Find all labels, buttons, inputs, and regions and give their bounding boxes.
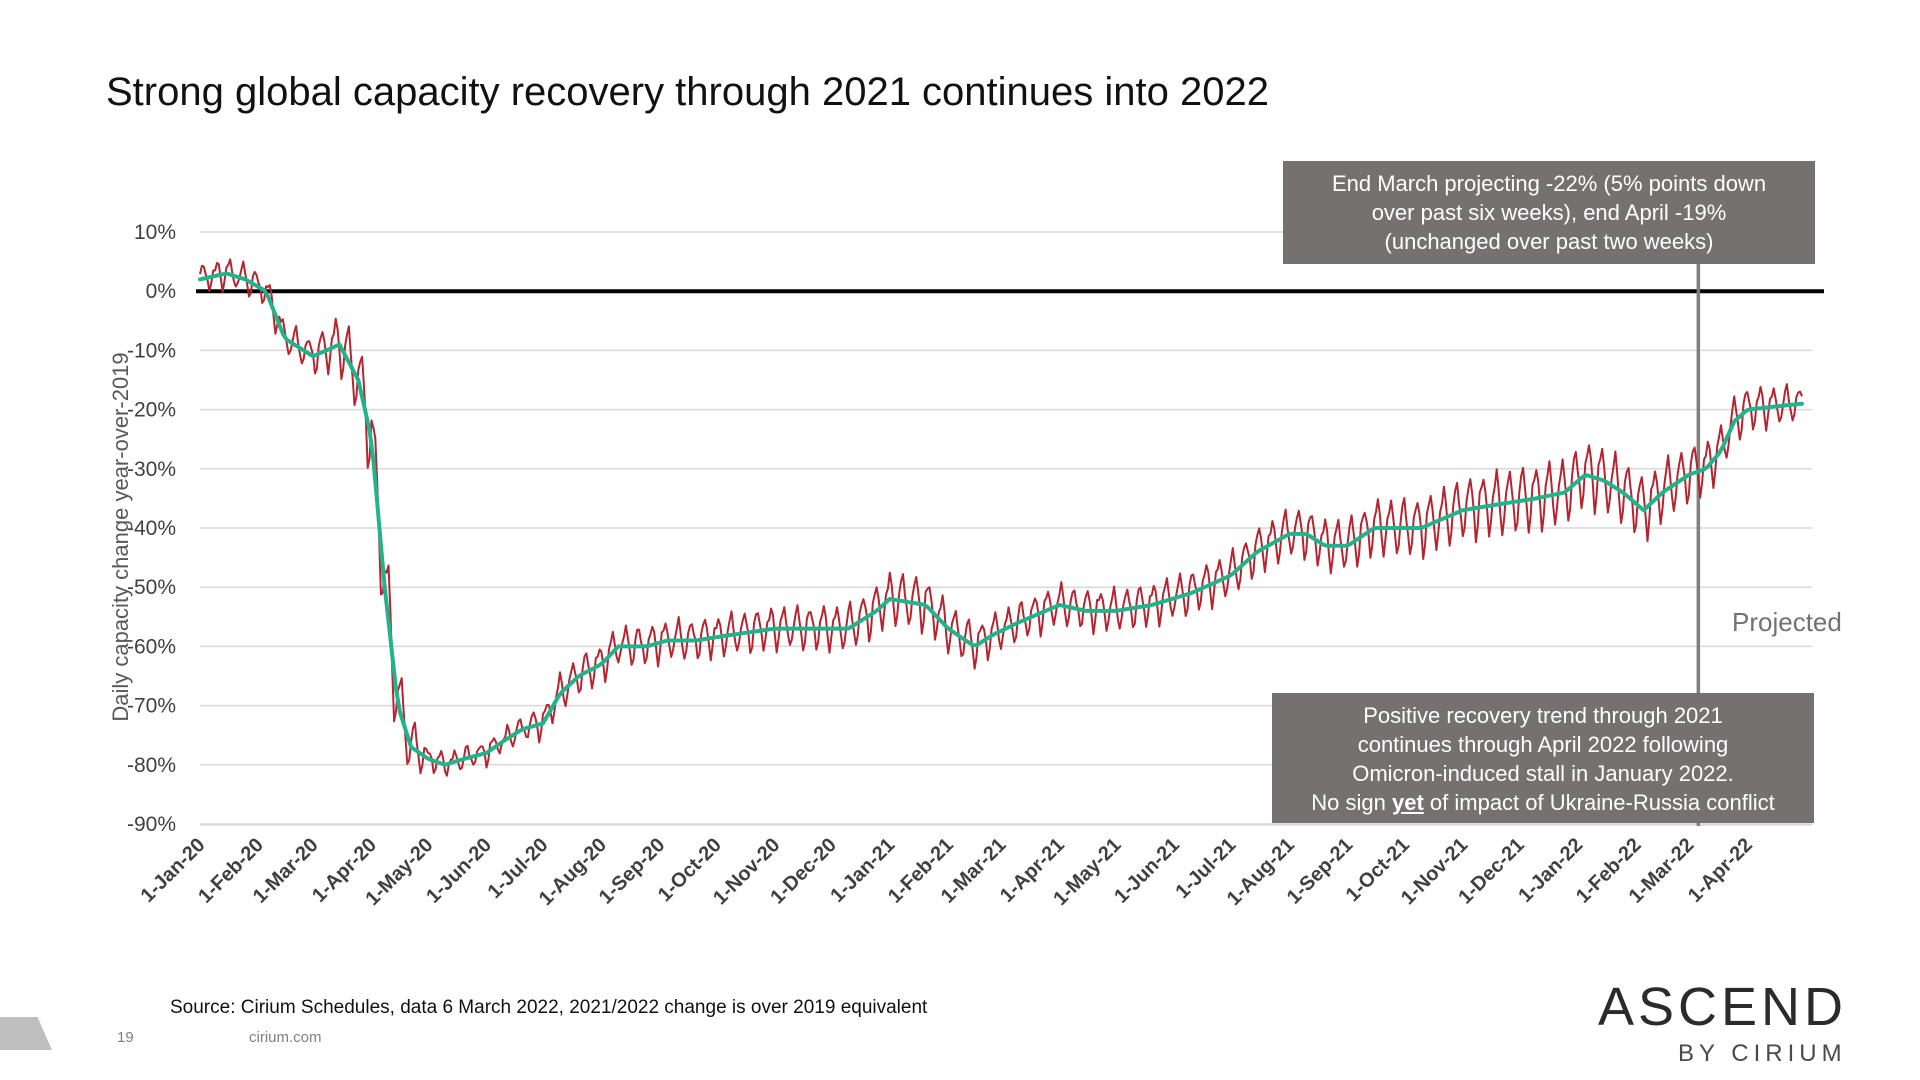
- daily-series: [199, 258, 1803, 777]
- footer-website: cirium.com: [249, 1029, 322, 1046]
- y-axis-label: Daily capacity change year-over-2019: [108, 352, 133, 721]
- y-tick-label: -70%: [127, 695, 176, 718]
- trend-series: [198, 271, 1804, 767]
- daily-capacity-line: [199, 258, 1803, 777]
- slide-title: Strong global capacity recovery through …: [106, 70, 1269, 114]
- ascend-logo: ASCEND: [1598, 977, 1848, 1037]
- y-tick-label: -80%: [127, 754, 176, 777]
- callout-bottom-line-4: No sign yet of impact of Ukraine-Russia …: [1286, 788, 1800, 817]
- callout-bottom-line-1: Positive recovery trend through 2021: [1363, 703, 1723, 728]
- y-tick-label: -20%: [127, 399, 176, 422]
- callout-text-before: No sign: [1311, 790, 1392, 815]
- callout-recovery-trend: Positive recovery trend through 2021 con…: [1272, 693, 1814, 823]
- x-tick-label: 1-Jun-20: [422, 834, 496, 908]
- page-number: 19: [117, 1029, 134, 1046]
- x-tick-label: 1-Apr-22: [1684, 834, 1757, 907]
- ascend-logo-subtitle: BY CIRIUM: [1678, 1040, 1847, 1067]
- y-tick-label: -90%: [127, 813, 176, 836]
- callout-bottom-line-2: continues through April 2022 following: [1357, 732, 1729, 757]
- callout-emphasis-yet: yet: [1392, 790, 1424, 815]
- x-axis: 1-Jan-201-Feb-201-Mar-201-Apr-201-May-20…: [137, 834, 1757, 910]
- y-tick-label: -40%: [127, 517, 176, 540]
- y-tick-label: -10%: [127, 339, 176, 362]
- grid-lines: [200, 231, 1812, 826]
- y-tick-label: -30%: [127, 458, 176, 481]
- callout-top-line-2: over past six weeks), end April -19%: [1371, 200, 1727, 225]
- source-note: Source: Cirium Schedules, data 6 March 2…: [170, 997, 928, 1018]
- y-tick-label: 0%: [146, 280, 176, 303]
- projected-label: Projected: [1732, 607, 1842, 637]
- callout-top-line-3: (unchanged over past two weeks): [1384, 229, 1714, 254]
- x-tick-label: 1-Jun-21: [1110, 834, 1184, 908]
- y-tick-label: 10%: [134, 221, 176, 244]
- y-axis: 10% 0% -10% -20% -30% -40% -50% -60% -70% -80% -90…: [127, 221, 176, 836]
- callout-end-march-projection: End March projecting -22% (5% points dow…: [1283, 161, 1815, 264]
- y-tick-label: -50%: [127, 576, 176, 599]
- callout-bottom-line-3: Omicron-induced stall in January 2022.: [1352, 761, 1734, 786]
- y-tick-label: -60%: [127, 635, 176, 658]
- callout-top-line-1: End March projecting -22% (5% points dow…: [1331, 171, 1767, 196]
- trend-line: [198, 271, 1804, 767]
- callout-text-after: of impact of Ukraine-Russia conflict: [1423, 790, 1775, 815]
